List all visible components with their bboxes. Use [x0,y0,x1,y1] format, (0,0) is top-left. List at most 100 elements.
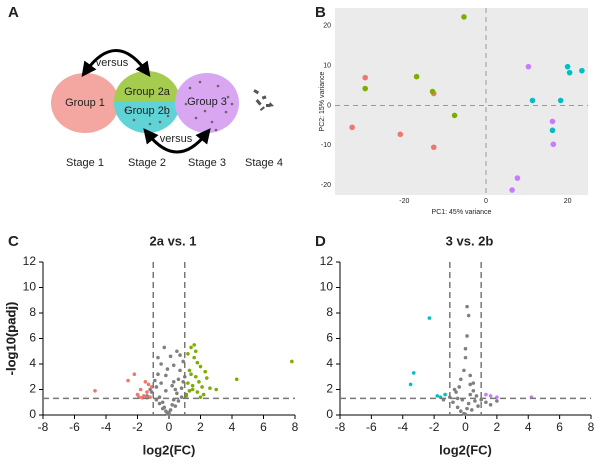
point [429,88,436,95]
point [170,403,174,407]
stage-label: Stage 4 [245,157,283,169]
point [164,373,168,378]
x-axis-label: log2(FC) [143,442,196,457]
point [175,391,179,396]
point [167,412,171,417]
point [462,368,466,373]
x-tick-label: -6 [69,420,80,434]
y-tick-label: 2 [29,382,36,396]
point [153,378,157,383]
x-tick-label: 4 [229,420,236,434]
point [187,388,192,393]
point [145,390,149,394]
point [193,349,198,354]
point [208,386,212,391]
y-tick-label: 20 [323,23,331,30]
x-tick-label: -2 [132,420,143,434]
point [197,380,201,384]
point [138,387,143,392]
point [514,175,521,181]
point [198,395,203,399]
y-axis-label: -log10(padj) [3,302,18,376]
cell-dots [124,80,234,132]
point [471,388,476,393]
point [168,354,173,359]
x-tick-label: -4 [397,420,408,434]
point [186,381,190,385]
comparison-label: versus [160,133,193,145]
point [148,395,152,399]
point [463,412,468,417]
point [146,382,151,387]
point [290,359,294,364]
point [178,353,182,357]
point [413,73,420,80]
point [549,118,556,125]
x-axis-label: log2(FC) [439,442,492,457]
point [443,392,447,397]
point [435,394,440,398]
point [175,349,179,354]
panel-label: D [315,233,326,250]
y-tick-label: 10 [323,63,331,70]
point [484,392,488,397]
point [495,399,499,403]
point [466,401,471,406]
point [465,406,469,411]
point [451,112,458,119]
group-label: Group 2b [124,105,170,117]
y-tick-label: 8 [326,305,333,319]
point [465,304,469,309]
point [362,74,368,81]
y-tick-label: -10 [321,142,331,149]
point [159,362,163,366]
point [452,387,457,392]
x-tick-label: 4 [525,420,532,434]
y-tick-label: 6 [29,331,36,345]
point [455,396,460,401]
point [156,372,160,377]
point [461,14,467,20]
y-tick-label: 4 [326,356,333,370]
point [205,376,209,380]
point [466,313,471,318]
point [468,373,473,378]
point [154,385,159,389]
comparison-arrow [143,128,211,154]
comparison-label: versus [96,57,129,69]
x-axis-label: PC1: 45% variance [432,209,492,216]
point [469,408,474,412]
y-tick-label: 0 [326,407,333,421]
point [549,127,556,134]
point [156,355,160,360]
point [451,400,455,405]
point [176,377,181,382]
x-tick-label: -6 [366,420,377,434]
x-tick-label: 8 [292,420,299,434]
y-tick-label: 2 [326,382,333,396]
point [171,380,176,384]
point [214,387,219,392]
point [189,345,193,350]
point [579,67,585,74]
point [164,388,168,393]
group-label: Group 3 [187,96,227,108]
point [465,334,469,338]
point [179,386,184,391]
point [473,399,477,403]
chart-title: 3 vs. 2b [446,233,494,248]
y-axis-label: -log10(padj) [3,302,18,376]
point [160,406,165,411]
x-tick-label: -8 [38,420,49,434]
stage-label: Stage 1 [66,157,104,169]
x-tick-label: 2 [494,420,501,434]
point [93,388,97,393]
group-bubble [114,71,180,101]
point [165,367,170,371]
point [411,371,416,375]
point [468,392,473,397]
point [178,368,182,373]
y-tick-label: 4 [29,356,36,370]
point [362,85,368,92]
point [557,97,564,104]
